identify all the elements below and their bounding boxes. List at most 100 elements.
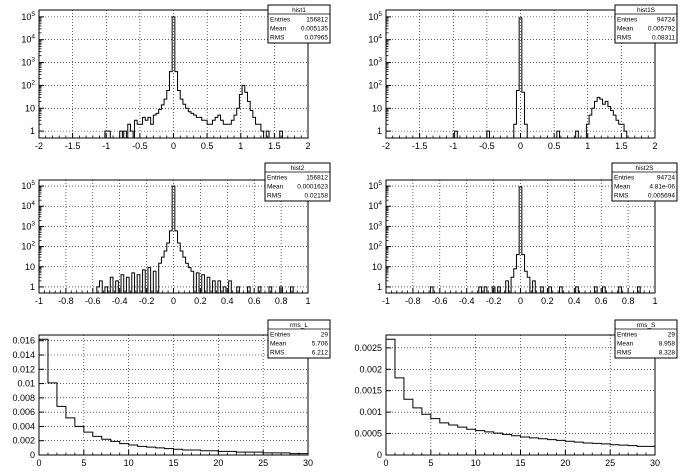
stats-value: 6.212: [312, 350, 329, 357]
x-tick-label: 0.5: [548, 141, 561, 151]
stats-value: 156812: [306, 175, 328, 182]
x-tick-label: -2: [35, 141, 43, 151]
stats-box: rms_S Entries 29 Mean 8.958 RMS 8.328: [614, 319, 678, 359]
stats-box-frame: [614, 4, 678, 44]
y-tick-label: 103: [368, 57, 382, 68]
stats-value: 8.958: [659, 341, 676, 348]
stats-value: 8.328: [659, 350, 676, 357]
stats-box-frame: [267, 319, 331, 359]
x-tick-label: 0.8: [622, 296, 635, 306]
stats-value: 29: [321, 332, 329, 339]
stats-name: hist1: [292, 7, 306, 14]
chart-p6: 0 5 10 15 20 25 30 0 0.0005 0.001 0.0015 0.002 0.002…: [354, 319, 678, 468]
stats-key: Entries: [614, 175, 635, 182]
stats-value: 0.02158: [305, 193, 329, 200]
stats-box-frame: [611, 162, 678, 202]
x-tick-label: 0.2: [541, 296, 554, 306]
x-tick-label: 25: [605, 458, 615, 468]
stats-value: 94724: [657, 17, 675, 24]
y-tick-label: 10: [372, 262, 382, 272]
y-tick-label: 103: [21, 57, 35, 68]
stats-value: 0.0001623: [297, 184, 328, 191]
y-tick-label: 0.008: [12, 393, 35, 403]
stats-key: Mean: [617, 341, 634, 348]
stats-value: 4.81e-06: [649, 184, 675, 191]
stats-name: rms_L: [290, 322, 308, 329]
stats-key: Entries: [617, 332, 638, 339]
x-tick-label: -1: [449, 141, 457, 151]
x-tick-label: 0: [383, 458, 388, 468]
x-tick-label: -0.6: [432, 296, 448, 306]
x-tick-label: -0.2: [486, 296, 502, 306]
stats-box: rms_L Entries 29 Mean 5.706 RMS 6.212: [267, 319, 331, 359]
y-tick-label: 0: [377, 450, 382, 460]
y-tick-label: 104: [21, 200, 35, 211]
stats-key: RMS: [614, 193, 629, 200]
x-tick-label: -0.8: [405, 296, 421, 306]
y-tick-label: 105: [368, 180, 382, 191]
x-tick-label: 0.4: [221, 296, 234, 306]
x-tick-label: -1: [382, 296, 390, 306]
stats-value: 29: [668, 332, 676, 339]
stats-key: Mean: [617, 26, 634, 33]
y-tick-label: 0: [30, 450, 35, 460]
stats-key: RMS: [267, 193, 282, 200]
x-tick-label: 1.5: [615, 141, 628, 151]
chart-p2: -2 -1.5 -1 -0.5 0 0.5 1 1.5 2 1 10 102 103 104 105 hist…: [368, 4, 678, 151]
x-tick-label: -0.6: [85, 296, 101, 306]
stats-key: Entries: [617, 17, 638, 24]
stats-name: rms_S: [637, 322, 656, 329]
y-tick-label: 0.012: [12, 364, 35, 374]
y-tick-label: 1: [377, 282, 382, 292]
stats-key: Entries: [270, 332, 291, 339]
histogram-line: [104, 16, 283, 138]
x-tick-label: 0: [171, 141, 176, 151]
x-tick-label: 20: [560, 458, 570, 468]
x-tick-label: 15: [515, 458, 525, 468]
histogram-line: [429, 186, 641, 293]
y-tick-label: 0.0005: [354, 429, 382, 439]
x-tick-label: 15: [168, 458, 178, 468]
y-tick-label: 102: [368, 241, 382, 252]
x-tick-label: 0: [36, 458, 41, 468]
stats-value: 0.07965: [305, 35, 329, 42]
stats-key: Entries: [267, 175, 288, 182]
stats-key: Mean: [267, 184, 284, 191]
x-tick-label: -1.5: [412, 141, 428, 151]
stats-key: Mean: [614, 184, 631, 191]
histogram-line: [385, 338, 656, 455]
x-tick-label: 1: [652, 296, 657, 306]
y-tick-label: 0.016: [12, 336, 35, 346]
stats-value: 0.005135: [301, 26, 328, 33]
y-tick-label: 105: [21, 180, 35, 191]
x-tick-label: 30: [650, 458, 660, 468]
y-tick-label: 103: [368, 220, 382, 231]
histogram-line: [454, 17, 628, 138]
stats-value: 0.005792: [648, 26, 675, 33]
x-tick-label: 10: [471, 458, 481, 468]
x-tick-label: 1: [238, 141, 243, 151]
stats-name: hist2S: [635, 165, 654, 172]
x-tick-label: 2: [305, 141, 310, 151]
y-tick-label: 1: [30, 126, 35, 136]
y-tick-label: 1: [377, 126, 382, 136]
stats-box-frame: [614, 319, 678, 359]
chart-p5: 0 5 10 15 20 25 30 0 0.002 0.004 0.006 0.008 0.01 0.0…: [12, 319, 331, 468]
y-tick-label: 104: [368, 34, 382, 45]
x-tick-label: -1: [35, 296, 43, 306]
y-tick-label: 1: [30, 282, 35, 292]
x-tick-label: 0.2: [194, 296, 207, 306]
y-tick-label: 0.001: [359, 407, 382, 417]
x-tick-label: 0.6: [248, 296, 261, 306]
x-tick-label: 10: [124, 458, 134, 468]
x-tick-label: 30: [303, 458, 313, 468]
y-tick-label: 0.0025: [354, 343, 382, 353]
x-tick-label: -0.5: [479, 141, 495, 151]
x-tick-label: 0: [171, 296, 176, 306]
x-tick-label: 1: [585, 141, 590, 151]
x-tick-label: -0.2: [139, 296, 155, 306]
y-tick-label: 104: [21, 34, 35, 45]
stats-key: RMS: [617, 35, 632, 42]
